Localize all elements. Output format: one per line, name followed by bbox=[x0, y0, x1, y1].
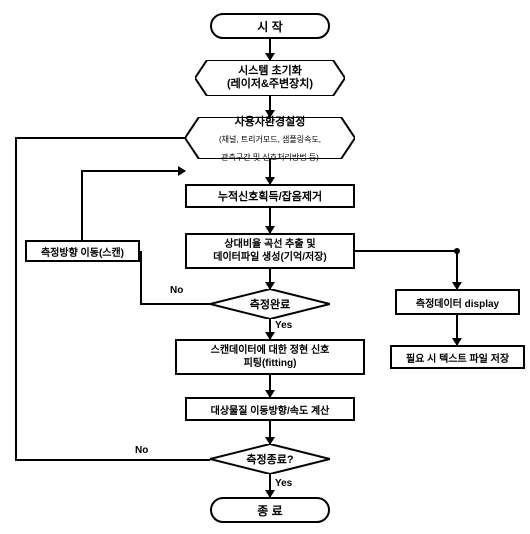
edge-settings-left-v bbox=[15, 137, 17, 461]
arrow-settings-acquire bbox=[265, 177, 275, 185]
acquire-label: 누적신호획득/잡음제거 bbox=[218, 188, 322, 204]
save-label: 필요 시 텍스트 파일 저장 bbox=[406, 350, 509, 365]
edge-complete-no-h bbox=[140, 303, 210, 305]
label-no2: No bbox=[135, 445, 148, 456]
arrow-scan-settings bbox=[178, 166, 186, 176]
start-node: 시 작 bbox=[210, 13, 330, 39]
endq-label: 측정종료? bbox=[246, 451, 293, 467]
arrow-acquire-curve bbox=[265, 226, 275, 234]
curve-l1: 상대비율 곡선 추출 및 bbox=[224, 239, 315, 250]
start-label: 시 작 bbox=[257, 18, 282, 35]
fitting-l1: 스캔데이터에 대한 정현 신호 bbox=[211, 345, 330, 356]
endq-node: 측정종료? bbox=[210, 444, 330, 474]
calc-node: 대상물질 이동방향/속도 계산 bbox=[185, 397, 355, 421]
display-node: 측정데이터 display bbox=[395, 289, 520, 315]
curve-node: 상대비율 곡선 추출 및데이터파일 생성(기억/저장) bbox=[185, 233, 355, 269]
edge-settings-left-h bbox=[15, 137, 185, 139]
edge-curve-display-h1 bbox=[355, 250, 457, 252]
init-l1: 시스템 초기화 bbox=[238, 65, 302, 77]
edge-endq-no-h bbox=[15, 459, 210, 461]
edge-scan-up-v bbox=[81, 170, 83, 240]
arrow-curve-complete bbox=[265, 282, 275, 290]
settings-node: 사용자환경설정(채널, 트리거모드, 샘플링속도,관측구간 및 신호처리방법 등… bbox=[185, 117, 355, 159]
arrow-init-settings bbox=[265, 110, 275, 118]
arrow-endq-end bbox=[265, 490, 275, 498]
edge-scan-up-h bbox=[81, 170, 185, 172]
scan-label: 측정방향 이동(스캔) bbox=[41, 244, 124, 259]
acquire-node: 누적신호획득/잡음제거 bbox=[185, 184, 355, 208]
settings-l2: (채널, 트리거모드, 샘플링속도, bbox=[219, 135, 321, 144]
scan-node: 측정방향 이동(스캔) bbox=[25, 240, 140, 262]
arrow-fitting-calc bbox=[265, 390, 275, 398]
edge-complete-no-v bbox=[140, 251, 142, 305]
calc-label: 대상물질 이동방향/속도 계산 bbox=[211, 402, 330, 417]
arrow-calc-endq bbox=[265, 437, 275, 445]
label-yes2: Yes bbox=[275, 478, 292, 489]
init-node: 시스템 초기화(레이저&주변장치) bbox=[195, 60, 345, 96]
label-no1: No bbox=[170, 285, 183, 296]
save-node: 필요 시 텍스트 파일 저장 bbox=[390, 345, 525, 369]
label-yes1: Yes bbox=[275, 320, 292, 331]
end-node: 종 료 bbox=[210, 497, 330, 523]
display-label: 측정데이터 display bbox=[416, 295, 499, 310]
curve-l2: 데이터파일 생성(기억/저장) bbox=[213, 252, 326, 263]
arrow-start-init bbox=[265, 53, 275, 61]
complete-label: 측정완료 bbox=[250, 296, 290, 312]
arrow-display-save bbox=[452, 338, 462, 346]
fitting-node: 스캔데이터에 대한 정현 신호피팅(fitting) bbox=[175, 339, 365, 375]
arrow-complete-fitting bbox=[265, 332, 275, 340]
complete-node: 측정완료 bbox=[210, 289, 330, 319]
fitting-l2: 피팅(fitting) bbox=[244, 358, 297, 369]
init-l2: (레이저&주변장치) bbox=[227, 78, 313, 90]
end-label: 종 료 bbox=[257, 502, 282, 519]
arrow-curve-display bbox=[452, 282, 462, 290]
